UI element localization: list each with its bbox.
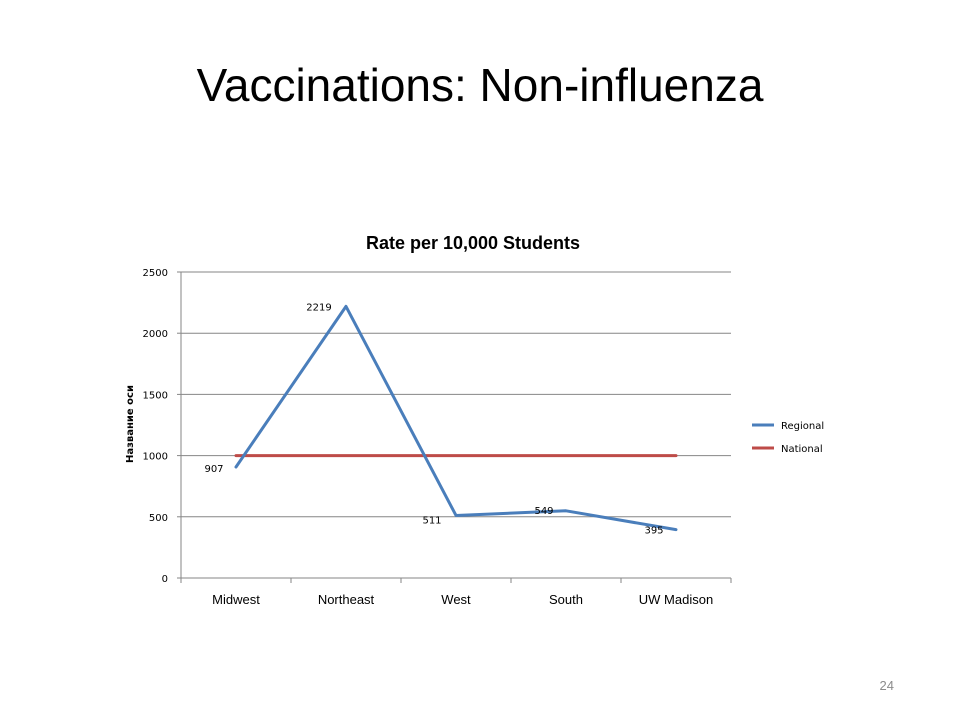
- y-tick-label: 500: [149, 513, 168, 524]
- y-tick-label: 1500: [143, 390, 168, 401]
- legend-label-regional: Regional: [781, 421, 824, 432]
- y-axis: 0 500 1000 1500 2000 2500: [143, 268, 182, 585]
- series-layer: 907 2219 511 549 395: [204, 302, 678, 537]
- chart-title: Rate per 10,000 Students: [366, 233, 580, 253]
- y-tick-label: 2000: [143, 329, 168, 340]
- legend-label-national: National: [781, 444, 823, 455]
- data-label: 907: [204, 464, 223, 475]
- y-tick-label: 1000: [143, 452, 168, 463]
- legend: Regional National: [752, 421, 824, 455]
- slide-number: 24: [879, 678, 894, 693]
- x-tick-label: Midwest: [212, 592, 260, 607]
- x-tick-label: Northeast: [318, 592, 375, 607]
- data-label: 395: [644, 526, 663, 537]
- x-tick-label: South: [549, 592, 583, 607]
- x-axis: Midwest Northeast West South UW Madison: [180, 577, 732, 607]
- gridlines: [181, 271, 731, 518]
- y-tick-label: 0: [162, 574, 168, 585]
- data-label: 549: [534, 506, 553, 517]
- series-line-regional: [234, 304, 678, 532]
- x-tick-label: West: [441, 592, 471, 607]
- y-axis-title: Название оси: [125, 385, 136, 463]
- data-label: 511: [422, 515, 441, 526]
- data-label: 2219: [306, 302, 331, 313]
- y-tick-label: 2500: [143, 268, 168, 279]
- x-tick-label: UW Madison: [639, 592, 713, 607]
- slide-title: Vaccinations: Non-influenza: [196, 59, 764, 111]
